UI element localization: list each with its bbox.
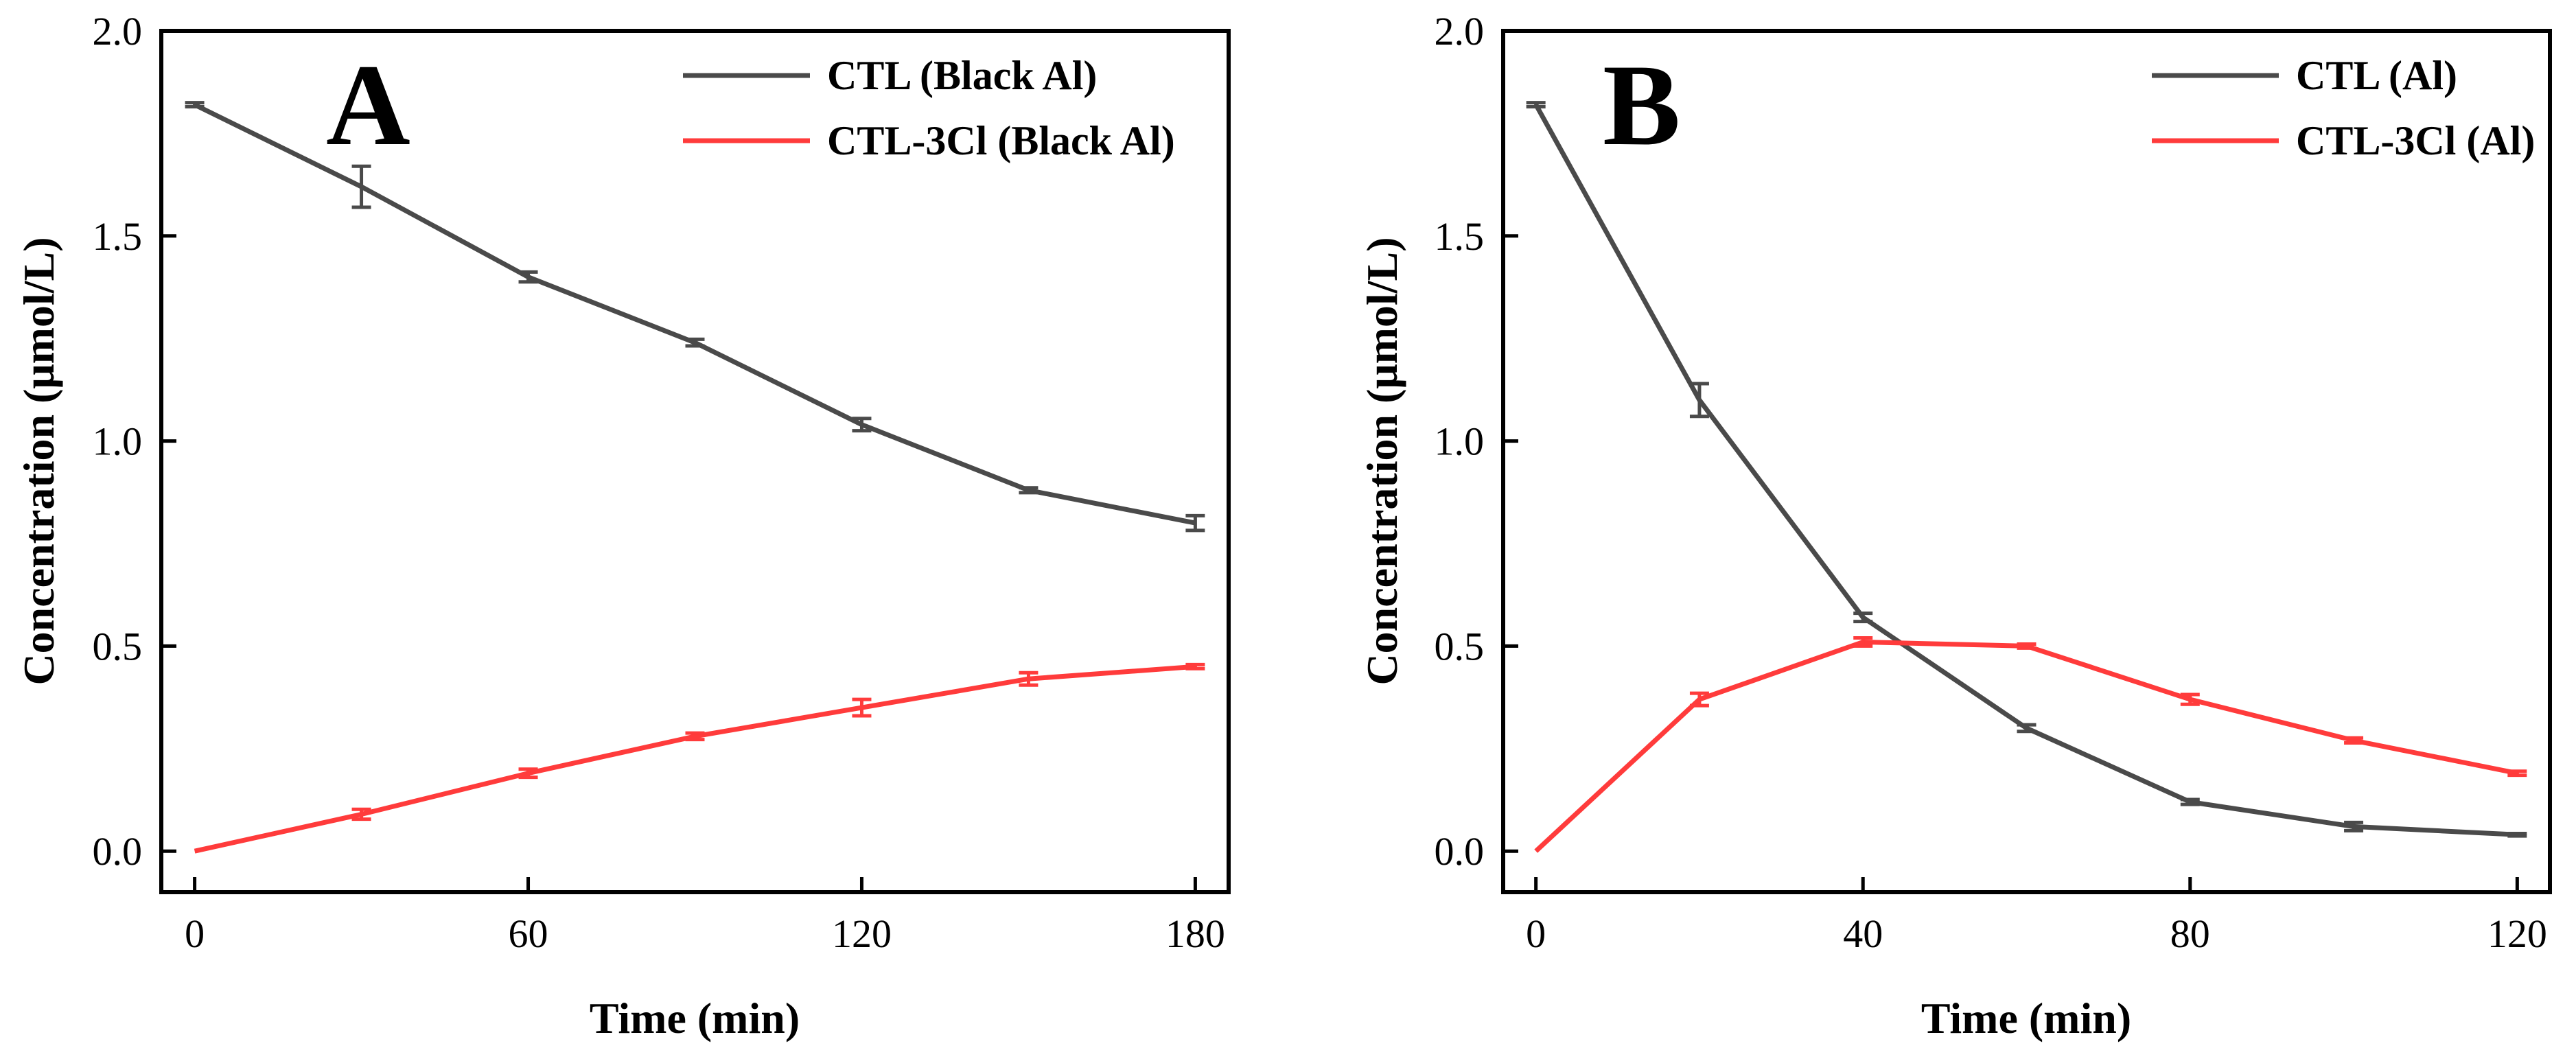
x-axis-title: Time (min) (1921, 994, 2131, 1042)
legend: CTL (Black Al) CTL-3Cl (Black Al) (683, 53, 1175, 163)
y-tick-label: 0.0 (93, 829, 143, 874)
y-tick-label: 1.5 (1435, 214, 1485, 259)
y-tick-label: 0.5 (93, 624, 143, 668)
panel-a: 0 60 120 180 0.0 0.5 1.0 1.5 2.0 CTL (Black Al) … (14, 9, 1231, 1042)
y-tick-label: 1.5 (93, 214, 143, 259)
legend-label-0: CTL (Al) (2296, 53, 2457, 98)
x-tick-label: 0 (185, 911, 205, 956)
series-line-1 (1534, 640, 2518, 853)
panel-b: 0 40 80 120 0.0 0.5 1.0 1.5 2.0 CTL (Al) CTL-3Cl… (1358, 9, 2552, 1042)
y-tick-label: 0.0 (1435, 829, 1485, 874)
y-tick-label: 1.0 (93, 419, 143, 464)
legend-label-0: CTL (Black Al) (827, 53, 1097, 98)
x-tick-label: 40 (1843, 911, 1883, 956)
legend: CTL (Al) CTL-3Cl (Al) (2152, 53, 2535, 163)
x-tick-label: 0 (1526, 911, 1546, 956)
x-tick-label: 120 (832, 911, 892, 956)
plot-frame (1501, 29, 2552, 894)
y-tick-label: 1.0 (1435, 419, 1485, 464)
y-tick-label: 0.5 (1435, 624, 1485, 668)
panel-label-a: A (326, 40, 410, 170)
panel-label-b: B (1603, 40, 1680, 170)
x-tick-label: 120 (2487, 911, 2547, 956)
legend-label-1: CTL-3Cl (Black Al) (827, 118, 1175, 163)
y-tick-label: 2.0 (1435, 9, 1485, 54)
plot-frame (159, 29, 1231, 894)
y-axis-title: Concentration (μmol/L) (1358, 237, 1406, 685)
x-tick-label: 60 (509, 911, 548, 956)
series-line-1 (194, 664, 1196, 854)
x-tick-label: 180 (1165, 911, 1225, 956)
x-axis-title: Time (min) (590, 994, 800, 1042)
y-axis-title: Concentration (μmol/L) (14, 237, 63, 685)
legend-label-1: CTL-3Cl (Al) (2296, 118, 2535, 163)
x-tick-label: 80 (2170, 911, 2210, 956)
y-tick-label: 2.0 (93, 9, 143, 54)
